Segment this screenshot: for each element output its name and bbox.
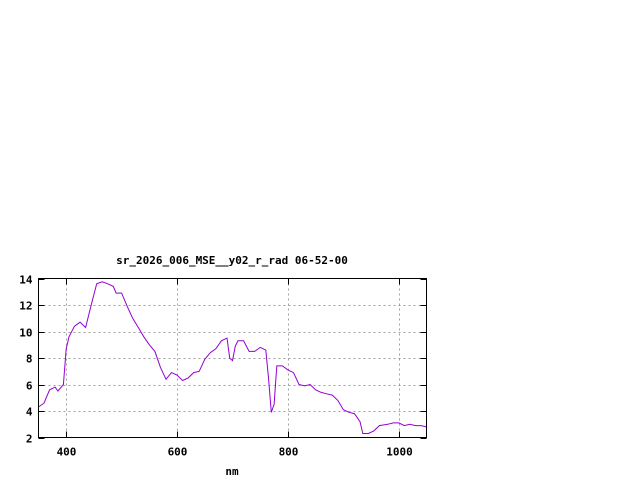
y-tick-label: 12: [19, 300, 32, 313]
y-tick-label: 4: [26, 406, 33, 419]
grid: [38, 278, 427, 438]
plot-frame: [38, 278, 427, 438]
y-tick-label: 14: [19, 274, 33, 287]
y-tick-label: 10: [19, 327, 32, 340]
x-tick-label: 800: [279, 446, 299, 459]
x-tick-label: 400: [57, 446, 77, 459]
y-tick-label: 2: [26, 433, 33, 446]
series-line: [38, 281, 427, 434]
x-axis-label: nm: [225, 465, 239, 478]
y-tick-label: 6: [26, 380, 33, 393]
chart-title: sr_2026_006_MSE__y02_r_rad 06-52-00: [116, 254, 348, 267]
x-tick-label: 1000: [386, 446, 413, 459]
ticks: 400 600 800 1000 2 4 6 8 10 12 14: [19, 274, 427, 459]
x-tick-label: 600: [168, 446, 188, 459]
y-tick-label: 8: [26, 353, 33, 366]
